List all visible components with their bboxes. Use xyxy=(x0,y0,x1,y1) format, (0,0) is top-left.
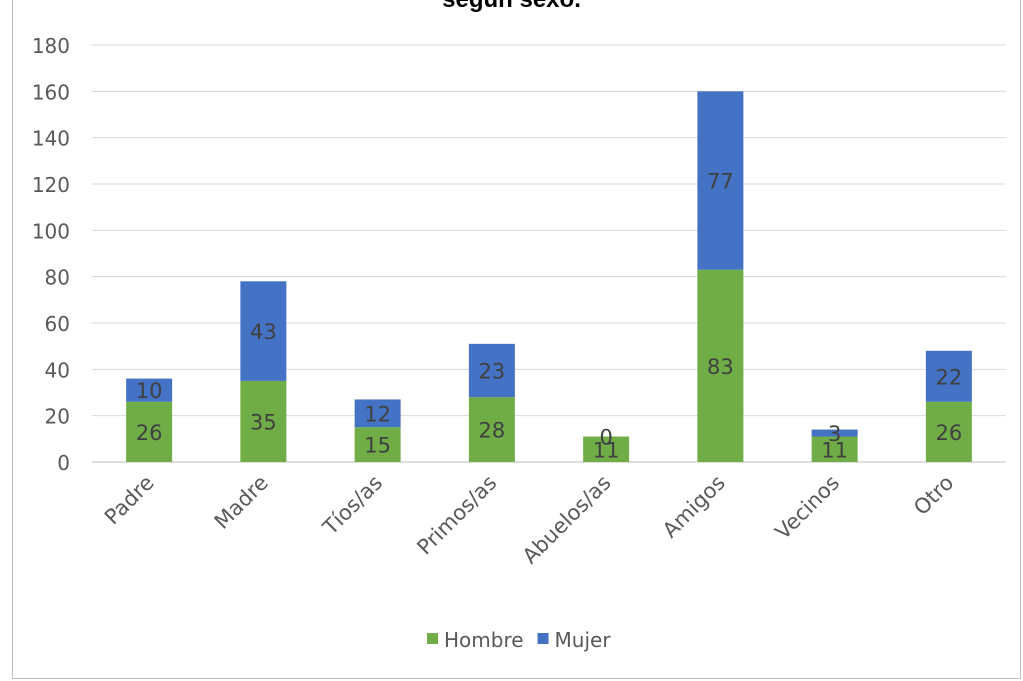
gridlines xyxy=(92,44,1006,463)
x-tick-label-vecinos: Vecinos xyxy=(771,471,845,545)
y-tick-label-140: 140 xyxy=(32,127,70,151)
x-tick-label-otro: Otro xyxy=(909,471,958,520)
y-tick-label-80: 80 xyxy=(45,266,70,290)
data-label-mujer-abuelos-as: 0 xyxy=(599,426,612,450)
x-tick-label-padre: Padre xyxy=(100,471,159,530)
bar-mujer-amigos xyxy=(697,91,744,270)
data-label-mujer-madre: 43 xyxy=(250,320,277,344)
bar-hombre-tios-as xyxy=(354,427,401,462)
bar-hombre-abuelos-as xyxy=(583,436,630,462)
data-label-hombre-padre: 26 xyxy=(136,421,163,445)
x-tick-label-madre: Madre xyxy=(210,471,273,534)
data-label-hombre-primos-as: 28 xyxy=(479,419,506,443)
legend-swatch-mujer xyxy=(537,633,549,644)
data-label-mujer-primos-as: 23 xyxy=(479,359,506,383)
x-tick-label-tios-as: Tíos/as xyxy=(318,471,388,541)
bar-hombre-amigos xyxy=(697,269,744,462)
bar-mujer-primos-as xyxy=(468,343,515,398)
y-tick-label-20: 20 xyxy=(45,405,70,429)
bar-hombre-padre xyxy=(126,401,173,462)
data-label-hombre-abuelos-as: 11 xyxy=(593,438,620,462)
data-label-hombre-amigos: 83 xyxy=(707,355,734,379)
bar-mujer-madre xyxy=(240,281,287,381)
data-label-mujer-otro: 22 xyxy=(936,365,963,389)
chart-title: según sexo. xyxy=(0,0,1023,14)
data-label-mujer-vecinos: 3 xyxy=(828,422,841,446)
x-axis: Padre Madre Tíos/as Primos/as Abuelos/as Amig… xyxy=(100,471,958,569)
y-axis: 0 20 40 60 80 100 120 140 160 180 xyxy=(32,34,70,475)
bar-hombre-primos-as xyxy=(468,397,515,462)
bar-mujer-vecinos xyxy=(811,429,858,437)
data-label-hombre-vecinos: 11 xyxy=(821,438,848,462)
data-label-hombre-madre: 35 xyxy=(250,410,277,434)
data-label-mujer-amigos: 77 xyxy=(707,170,734,194)
y-tick-label-180: 180 xyxy=(32,34,70,58)
y-tick-label-120: 120 xyxy=(32,173,70,197)
y-tick-label-100: 100 xyxy=(32,219,70,243)
y-tick-label-40: 40 xyxy=(45,358,70,382)
chart-frame xyxy=(12,0,1021,679)
data-label-hombre-tios-as: 15 xyxy=(364,434,391,458)
x-tick-label-abuelos-as: Abuelos/as xyxy=(518,471,616,569)
x-tick-label-primos-as: Primos/as xyxy=(412,471,501,560)
data-label-mujer-tios-as: 12 xyxy=(364,402,391,426)
bar-hombre-madre xyxy=(240,380,287,462)
legend-swatch-hombre xyxy=(427,633,438,644)
y-tick-label-60: 60 xyxy=(45,312,70,336)
data-label-hombre-otro: 26 xyxy=(936,421,963,445)
legend-label-hombre: Hombre xyxy=(444,628,524,652)
bar-mujer-otro xyxy=(925,350,972,402)
x-tick-label-amigos: Amigos xyxy=(658,471,730,543)
bar-mujer-tios-as xyxy=(354,399,401,428)
y-tick-label-160: 160 xyxy=(32,80,70,104)
legend: Hombre Mujer xyxy=(427,628,611,652)
legend-label-mujer: Mujer xyxy=(555,628,612,652)
data-label-mujer-padre: 10 xyxy=(136,379,163,403)
bar-mujer-padre xyxy=(126,378,173,402)
y-tick-label-0: 0 xyxy=(57,451,70,475)
bar-hombre-vecinos xyxy=(811,436,858,462)
bar-hombre-otro xyxy=(925,401,972,462)
